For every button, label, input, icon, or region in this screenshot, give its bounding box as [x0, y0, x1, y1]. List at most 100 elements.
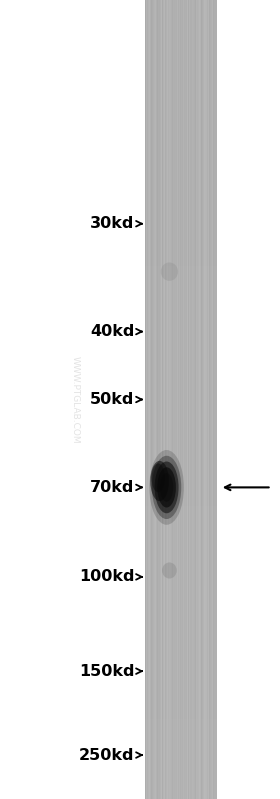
Bar — [145, 26, 217, 54]
Bar — [145, 479, 217, 506]
Bar — [208, 0, 209, 799]
Bar — [149, 0, 150, 799]
Text: 50kd: 50kd — [90, 392, 134, 407]
Bar — [162, 0, 163, 799]
Bar — [202, 0, 203, 799]
Bar — [200, 0, 201, 799]
Bar — [206, 0, 207, 799]
Bar — [209, 0, 210, 799]
Bar — [153, 0, 154, 799]
Bar — [180, 0, 181, 799]
Bar — [176, 0, 178, 799]
Bar — [172, 0, 173, 799]
Bar — [145, 266, 217, 293]
Bar — [151, 0, 152, 799]
Bar — [166, 0, 167, 799]
Ellipse shape — [152, 455, 181, 519]
Bar — [214, 0, 215, 799]
Text: 150kd: 150kd — [79, 664, 134, 678]
Bar — [203, 0, 204, 799]
Bar — [145, 186, 217, 213]
Bar — [145, 666, 217, 693]
Bar — [196, 0, 197, 799]
Text: 250kd: 250kd — [79, 748, 134, 762]
Text: 30kd: 30kd — [90, 217, 134, 231]
Ellipse shape — [160, 473, 173, 502]
Ellipse shape — [162, 562, 177, 578]
Bar — [192, 0, 193, 799]
Bar — [174, 0, 175, 799]
Bar — [201, 0, 202, 799]
Bar — [163, 0, 164, 799]
Ellipse shape — [151, 463, 165, 492]
Bar — [193, 0, 195, 799]
Bar — [171, 0, 172, 799]
Bar — [190, 0, 191, 799]
Bar — [181, 0, 182, 799]
Bar — [173, 0, 174, 799]
Bar — [159, 0, 160, 799]
Bar — [145, 0, 217, 799]
Bar — [145, 693, 217, 719]
Bar — [164, 0, 165, 799]
Bar — [145, 400, 217, 426]
Bar — [145, 773, 217, 799]
Bar — [145, 293, 217, 320]
Bar — [161, 0, 162, 799]
Bar — [185, 0, 186, 799]
Bar — [145, 240, 217, 266]
Bar — [152, 0, 153, 799]
Bar — [145, 80, 217, 106]
Bar — [211, 0, 212, 799]
Bar — [182, 0, 183, 799]
Bar — [186, 0, 187, 799]
Bar — [212, 0, 213, 799]
Bar — [145, 106, 217, 133]
Bar — [165, 0, 166, 799]
Bar — [145, 54, 217, 80]
Text: 70kd: 70kd — [90, 480, 134, 495]
Bar — [160, 0, 161, 799]
Bar — [154, 0, 155, 799]
Bar — [145, 160, 217, 186]
Bar — [145, 346, 217, 373]
Bar — [178, 0, 179, 799]
Bar — [187, 0, 188, 799]
Bar — [145, 586, 217, 613]
Ellipse shape — [157, 467, 176, 507]
Bar — [195, 0, 196, 799]
Bar — [175, 0, 176, 799]
Bar — [145, 506, 217, 533]
Bar — [184, 0, 185, 799]
Bar — [145, 453, 217, 479]
Bar — [170, 0, 171, 799]
Bar — [145, 0, 146, 799]
Bar — [189, 0, 190, 799]
Bar — [145, 0, 217, 26]
Bar — [210, 0, 211, 799]
Bar — [156, 0, 157, 799]
Bar — [145, 320, 217, 346]
Bar — [207, 0, 208, 799]
Ellipse shape — [155, 462, 179, 513]
Bar — [145, 133, 217, 160]
Text: 40kd: 40kd — [90, 324, 134, 339]
Bar — [198, 0, 199, 799]
Bar — [191, 0, 192, 799]
Ellipse shape — [163, 479, 171, 496]
Bar — [183, 0, 184, 799]
Bar — [145, 426, 217, 453]
Bar — [145, 373, 217, 400]
Ellipse shape — [161, 262, 178, 281]
Bar — [216, 0, 217, 799]
Bar — [147, 0, 148, 799]
Bar — [146, 0, 147, 799]
Bar — [157, 0, 158, 799]
Bar — [145, 213, 217, 240]
Bar — [145, 533, 217, 559]
Ellipse shape — [149, 450, 184, 525]
Bar — [148, 0, 149, 799]
Bar — [205, 0, 206, 799]
Text: WWW.PTGLAB.COM: WWW.PTGLAB.COM — [71, 356, 80, 443]
Bar — [158, 0, 159, 799]
